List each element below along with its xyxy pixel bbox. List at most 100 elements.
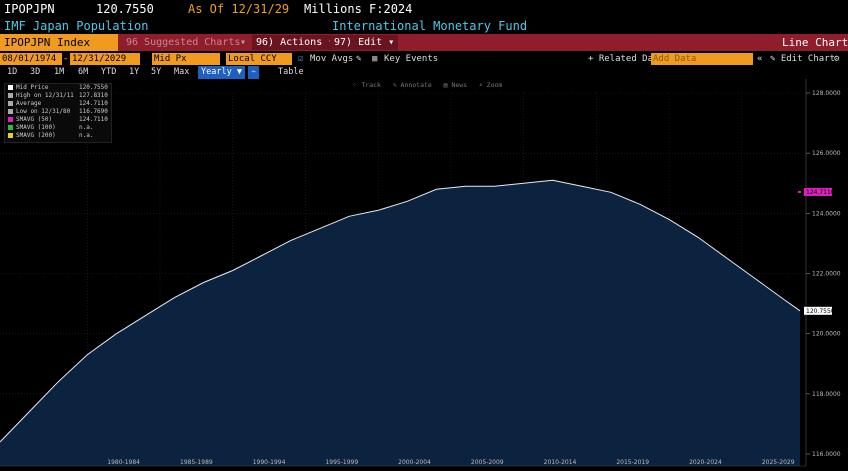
legend-label: SMAVG (200) xyxy=(16,132,56,139)
suggested-charts-button[interactable]: 96 Suggested Charts xyxy=(126,37,241,48)
legend-label: Mid Price xyxy=(16,84,49,91)
frequency-select[interactable]: Yearly ▼ xyxy=(198,66,245,79)
annotate-label: Annotate xyxy=(400,81,432,89)
as-of-date: As Of 12/31/29 xyxy=(188,2,290,16)
line-chart-toggle-icon[interactable]: ⌁ xyxy=(248,66,260,79)
legend-swatch-icon xyxy=(8,133,13,138)
period-1y[interactable]: 1Y xyxy=(129,67,140,77)
legend-value: 124.7110 xyxy=(79,116,108,123)
x-tick-label: 1985-1989 xyxy=(180,459,213,466)
legend-item[interactable]: SMAVG (100) n.a. xyxy=(5,124,111,132)
x-axis-ticks: 1980-1984 1985-1989 1990-1994 1995-1999 2000… xyxy=(0,459,806,467)
key-events-label[interactable]: Key Events xyxy=(384,54,439,64)
y-axis-ticks: 116.0000 118.0000 120.0000 122.0000 124.0000… xyxy=(806,90,841,458)
period-1m[interactable]: 1M xyxy=(54,67,65,77)
y-tick-label: 118.0000 xyxy=(812,391,841,398)
y-tick-label: 120.0000 xyxy=(812,331,841,338)
collapse-icon[interactable]: « xyxy=(757,54,763,64)
command-bar: IPOPJPN Index 96 Suggested Charts ▾ 96) … xyxy=(0,34,848,51)
news-label: News xyxy=(451,81,468,89)
legend-value: 124.7110 xyxy=(79,100,108,107)
x-tick-label: 2010-2014 xyxy=(544,459,577,466)
sma-tag-box xyxy=(804,187,832,196)
chart-area: 116.0000 118.0000 120.0000 122.0000 124.0000… xyxy=(0,79,848,471)
key-events-checkbox[interactable]: ■ xyxy=(372,54,378,64)
track-button[interactable]: ⁘ Track xyxy=(352,81,381,89)
news-button[interactable]: ▤ News xyxy=(443,81,468,89)
view-title: Line Chart xyxy=(782,36,848,49)
actions-label: 96) Actions xyxy=(256,37,323,48)
zoom-label: Zoom xyxy=(486,81,503,89)
legend-label: SMAVG (100) xyxy=(16,124,56,131)
period-1d[interactable]: 1D xyxy=(7,67,18,77)
mov-avgs-checkbox[interactable]: ☑ xyxy=(298,54,304,64)
edit-label: 97) Edit xyxy=(334,37,383,48)
legend-value: 120.7550 xyxy=(79,84,108,91)
series-name: IMF Japan Population xyxy=(4,19,149,33)
legend-value: n.a. xyxy=(79,132,94,139)
x-tick-label: 2015-2019 xyxy=(616,459,649,466)
x-tick-label: 1995-1999 xyxy=(325,459,358,466)
field-select[interactable]: Mid Px xyxy=(152,53,220,65)
header-row-2: IMF Japan Population International Monet… xyxy=(0,18,848,34)
legend-swatch-icon xyxy=(8,101,13,106)
x-tick-label: 2025-2029 xyxy=(762,459,795,466)
legend-swatch-icon xyxy=(8,93,13,98)
currency-select[interactable]: Local CCY xyxy=(226,53,292,65)
edit-button[interactable]: 97) Edit ▾ xyxy=(330,35,399,50)
ticker: IPOPJPN xyxy=(4,2,55,16)
population-area xyxy=(0,180,800,466)
actions-button[interactable]: 96) Actions ▾ xyxy=(252,35,339,50)
period-3d[interactable]: 3D xyxy=(30,67,41,77)
legend-item[interactable]: SMAVG (50) 124.7110 xyxy=(5,116,111,124)
security-field[interactable]: IPOPJPN Index xyxy=(0,34,118,51)
table-button[interactable]: Table xyxy=(278,67,304,77)
header-row-1: IPOPJPN 120.7550 As Of 12/31/29 Millions… xyxy=(0,0,848,18)
y-tick-label: 116.0000 xyxy=(812,451,841,458)
legend-item[interactable]: SMAVG (200) n.a. xyxy=(5,132,111,140)
last-value: 120.7550 xyxy=(96,2,154,16)
pencil-icon[interactable]: ✎ xyxy=(356,54,362,64)
units: Millions F:2024 xyxy=(304,2,413,16)
line-chart-svg[interactable]: 116.0000 118.0000 120.0000 122.0000 124.0000… xyxy=(0,79,848,471)
legend-item[interactable]: Low on 12/31/80 116.7690 xyxy=(5,108,111,116)
frequency-label: Yearly xyxy=(201,67,232,77)
end-date-input[interactable]: 12/31/2029 xyxy=(70,53,140,65)
legend-box: Mid Price 120.7550 High on 12/31/11 127.831… xyxy=(4,83,112,143)
edit-chart-button[interactable]: ✎ Edit Chart xyxy=(770,54,836,64)
add-data-input[interactable]: Add Data xyxy=(651,53,753,65)
legend-value: 127.8310 xyxy=(79,92,108,99)
mov-avgs-label[interactable]: Mov Avgs xyxy=(310,54,354,64)
y-tick-label: 128.0000 xyxy=(812,90,841,97)
start-date-input[interactable]: 08/01/1974 xyxy=(0,53,62,65)
legend-swatch-icon xyxy=(8,109,13,114)
annotate-button[interactable]: ✎ Annotate xyxy=(392,81,432,89)
period-6m[interactable]: 6M xyxy=(78,67,89,77)
period-row: 1D 3D 1M 6M YTD 1Y 5Y Max Yearly ▼ ⌁ Tab… xyxy=(0,66,848,79)
track-label: Track xyxy=(361,81,381,89)
related-data-button[interactable]: + Related Dat xyxy=(588,54,659,64)
x-tick-label: 1990-1994 xyxy=(253,459,286,466)
gear-icon[interactable]: ⚙ xyxy=(834,54,840,64)
legend-swatch-icon xyxy=(8,117,13,122)
legend-swatch-icon xyxy=(8,125,13,130)
value-tags: 124.7110 120.7550 xyxy=(798,187,835,315)
x-tick-label: 1980-1984 xyxy=(107,459,140,466)
sma-tag-label: 124.7110 xyxy=(806,189,835,196)
legend-item[interactable]: Average 124.7110 xyxy=(5,100,111,108)
x-tick-label: 2005-2009 xyxy=(471,459,504,466)
period-max[interactable]: Max xyxy=(174,67,190,77)
legend-item[interactable]: Mid Price 120.7550 xyxy=(5,84,111,92)
legend-value: n.a. xyxy=(79,124,94,131)
legend-label: SMAVG (50) xyxy=(16,116,53,123)
sma-marker xyxy=(798,190,801,193)
suggested-dropdown-icon[interactable]: ▾ xyxy=(240,37,247,48)
zoom-button[interactable]: ⌕ Zoom xyxy=(478,81,503,89)
period-ytd[interactable]: YTD xyxy=(101,67,117,77)
date-separator: - xyxy=(63,54,69,64)
controls-row: 08/01/1974 - 12/31/2029 Mid Px Local CCY… xyxy=(0,52,848,66)
legend-item[interactable]: High on 12/31/11 127.8310 xyxy=(5,92,111,100)
legend-label: Average xyxy=(16,100,42,107)
legend-label: Low on 12/31/80 xyxy=(16,108,71,115)
period-5y[interactable]: 5Y xyxy=(151,67,162,77)
